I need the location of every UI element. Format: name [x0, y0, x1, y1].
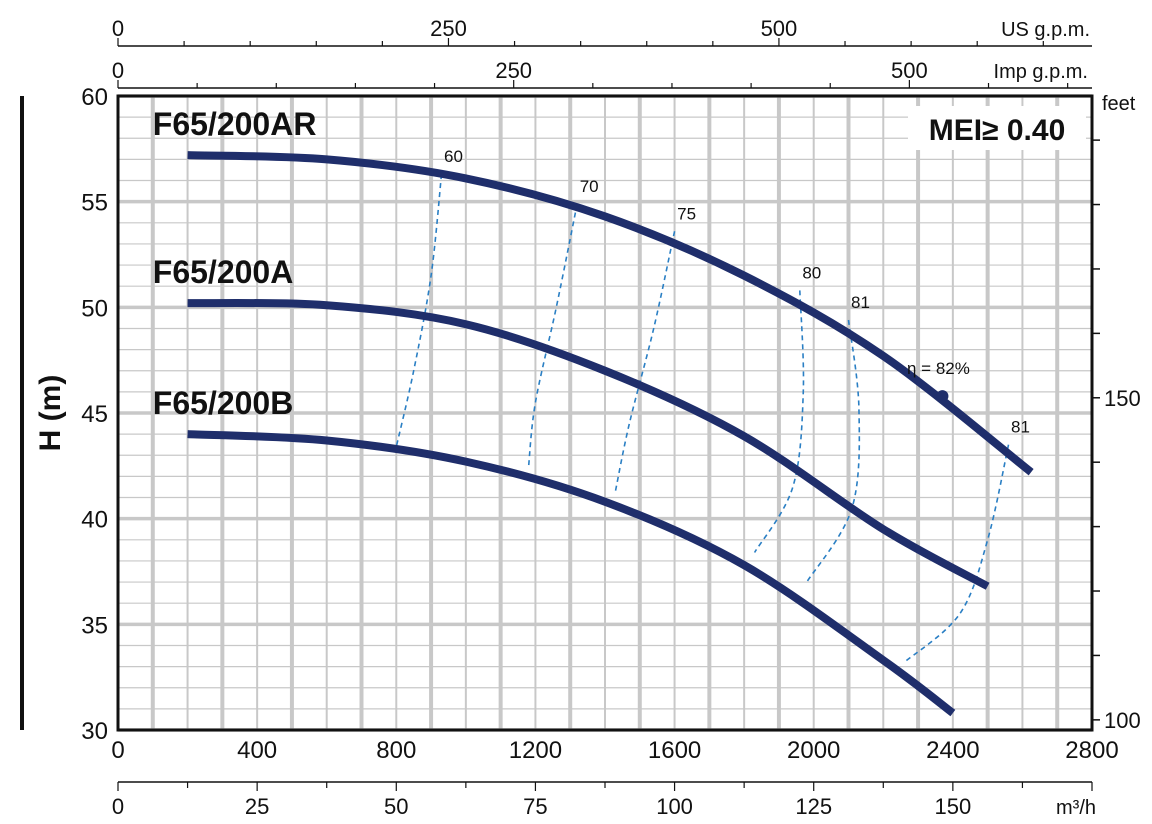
us-gpm-tick-label: 500 [761, 16, 798, 41]
y-tick-label: 60 [81, 84, 108, 111]
m3h-tick-label: 50 [384, 794, 408, 819]
m3h-tick-label: 100 [656, 794, 693, 819]
m3h-tick-label: 125 [795, 794, 832, 819]
efficiency-label: 80 [802, 263, 821, 282]
m3h-tick-label: 25 [245, 794, 269, 819]
plot-frame [116, 94, 1094, 732]
imp-gpm-tick-label: 250 [495, 58, 532, 83]
labels: 60 70 75 80 81 81 F65/200AR F65/200A F65/200B η =… [153, 106, 1086, 437]
imp-gpm-tick-label: 0 [112, 58, 124, 83]
feet-tick-label: 150 [1104, 386, 1141, 411]
y-tick-label: 40 [81, 507, 108, 534]
mei-label: MEI≥ 0.40 [929, 114, 1066, 147]
curve-label: F65/200A [153, 254, 294, 290]
m3h-tick-label: 75 [523, 794, 547, 819]
x-tick-label: 800 [376, 737, 416, 764]
efficiency-label: 75 [677, 204, 696, 223]
mei-box [908, 106, 1086, 150]
imp-gpm-unit-label: Imp g.p.m. [994, 61, 1088, 83]
m3h-tick-label: 0 [112, 794, 124, 819]
curve-label: F65/200B [153, 385, 294, 421]
efficiency-isoline [753, 290, 805, 553]
us-gpm-unit-label: US g.p.m. [1001, 19, 1090, 41]
y-tick-label: 30 [81, 718, 108, 745]
y-tick-label: 45 [81, 401, 108, 428]
x-tick-label: 400 [237, 737, 277, 764]
efficiency-label: 81 [1011, 418, 1030, 437]
grid [117, 94, 1093, 732]
x-tick-label: 2000 [787, 737, 840, 764]
us-gpm-tick-label: 250 [430, 16, 467, 41]
curve-label: F65/200AR [153, 106, 317, 142]
efficiency-isoline [903, 444, 1010, 663]
efficiency-isoline [806, 319, 861, 583]
imp-gpm-tick-label: 500 [891, 58, 928, 83]
x-tick-label: 2400 [926, 737, 979, 764]
feet-tick-label: 100 [1104, 708, 1141, 733]
efficiency-isoline [395, 174, 443, 447]
efficiency-label: 60 [444, 147, 463, 166]
bep-point [936, 390, 949, 403]
bep-label: η = 82% [907, 359, 970, 378]
efficiency-label: 70 [580, 177, 599, 196]
pump-curve [187, 151, 1034, 476]
x-tick-label: 2800 [1065, 737, 1118, 764]
y-tick-label: 50 [81, 295, 108, 322]
m3h-unit-label: m³/h [1056, 797, 1096, 819]
x-tick-label: 1200 [509, 737, 562, 764]
x-tick-label: 0 [111, 737, 124, 764]
pump-curve [187, 298, 990, 590]
us-gpm-tick-label: 0 [112, 16, 124, 41]
feet-unit-label: feet [1102, 93, 1136, 115]
pump-curve [187, 430, 956, 717]
y-axis-label: H (m) [34, 375, 67, 452]
m3h-tick-label: 150 [934, 794, 971, 819]
efficiency-isoline [614, 231, 676, 492]
y-tick-label: 35 [81, 612, 108, 639]
x-tick-label: 1600 [648, 737, 701, 764]
y-tick-label: 55 [81, 190, 108, 217]
pump-curves [187, 151, 1034, 717]
efficiency-label: 81 [851, 293, 870, 312]
